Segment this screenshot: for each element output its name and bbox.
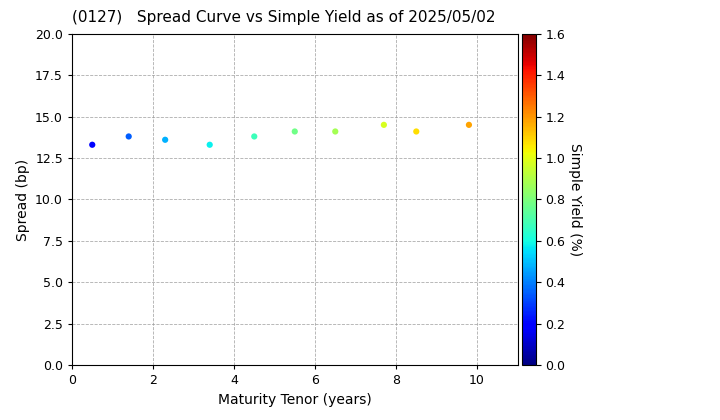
Point (463, 121, 474, 128)
Point (86, 142, 98, 148)
X-axis label: Maturity Tenor (years): Maturity Tenor (years) (218, 393, 372, 407)
Point (204, 142, 215, 148)
Y-axis label: Simple Yield (%): Simple Yield (%) (568, 143, 582, 256)
Point (378, 121, 390, 128)
Point (123, 133, 135, 140)
Point (410, 128, 422, 135)
Point (289, 128, 300, 135)
Text: (0127)   Spread Curve vs Simple Yield as of 2025/05/02: (0127) Spread Curve vs Simple Yield as o… (72, 10, 495, 26)
Point (248, 133, 260, 140)
Point (159, 136, 171, 143)
Y-axis label: Spread (bp): Spread (bp) (16, 158, 30, 241)
Point (330, 128, 341, 135)
